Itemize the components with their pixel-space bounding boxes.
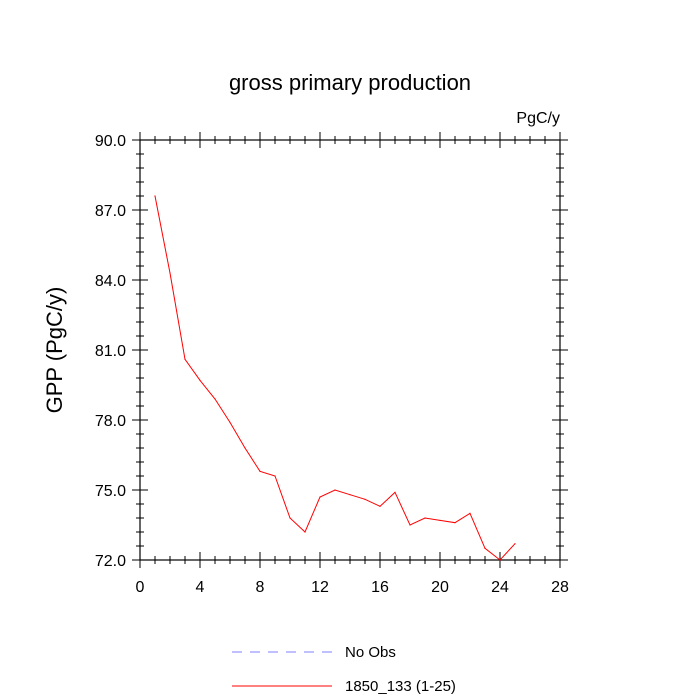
y-tick-label: 90.0 [95,133,126,150]
data-point [214,398,216,400]
data-point [274,475,276,477]
y-tick-label: 84.0 [95,273,126,290]
y-axis-ticks [132,139,568,561]
data-point [289,517,291,519]
data-point [199,379,201,381]
y-tick-label: 78.0 [95,413,126,430]
x-tick-label: 8 [256,579,265,596]
x-tick-label: 28 [551,579,569,596]
data-point [394,491,396,493]
y-tick-label: 87.0 [95,203,126,220]
x-tick-label: 16 [371,579,389,596]
legend-label-no-obs: No Obs [345,644,396,661]
y-axis-tick-labels: 72.0 75.0 78.0 81.0 84.0 87.0 90.0 [95,133,126,570]
x-axis-tick-labels: 0 4 8 12 16 20 24 28 [136,579,569,596]
data-point [484,547,486,549]
y-tick-label: 75.0 [95,483,126,500]
data-point [244,447,246,449]
units-label: PgC/y [516,110,560,127]
data-point [259,470,261,472]
data-point [364,498,366,500]
y-tick-label: 81.0 [95,343,126,360]
x-tick-label: 0 [136,579,145,596]
chart-title: gross primary production [229,70,471,95]
data-point [334,489,336,491]
data-point [424,517,426,519]
data-point [409,524,411,526]
data-point [319,496,321,498]
x-axis-ticks [139,132,561,568]
data-point [154,195,156,197]
x-tick-label: 20 [431,579,449,596]
data-point [169,272,171,274]
y-tick-label: 72.0 [95,553,126,570]
data-point [499,559,501,561]
legend-label-1850-133: 1850_133 (1-25) [345,678,456,695]
x-tick-label: 12 [311,579,329,596]
data-point [304,531,306,533]
data-point [469,512,471,514]
data-point [454,522,456,524]
x-tick-label: 24 [491,579,509,596]
data-point [514,543,516,545]
data-point [229,421,231,423]
series-layer [154,195,516,561]
data-point [379,505,381,507]
data-point [439,519,441,521]
data-point [349,494,351,496]
x-tick-label: 4 [196,579,205,596]
series-line-1 [154,195,516,561]
y-axis-label: GPP (PgC/y) [42,287,67,414]
plot-frame [139,139,561,561]
legend: No Obs 1850_133 (1-25) [232,644,456,695]
data-point [184,358,186,360]
